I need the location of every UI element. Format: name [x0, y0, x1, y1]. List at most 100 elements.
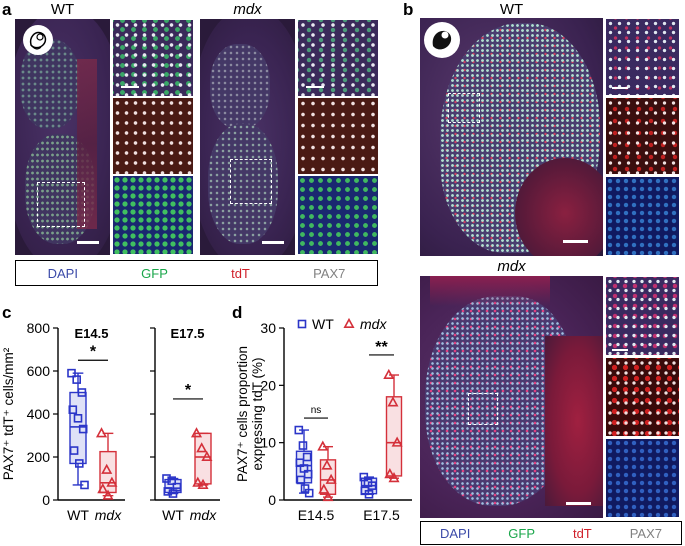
legend-marker-wt: [297, 319, 307, 329]
data-point: [294, 425, 304, 435]
legend-a: DAPI GFP tdT PAX7: [15, 260, 378, 286]
legend-pax7: PAX7: [629, 525, 662, 541]
data-point: [302, 452, 312, 462]
x-tick-label: E14.5: [298, 507, 335, 523]
chart-c: 0 200 400 600 800 PAX7⁺ tdT⁺ cells/mm² E14.5 E1…: [1, 320, 220, 523]
chart-d: 0 10 20 30 PAX7⁺ cells proportion expressing …: [235, 316, 412, 523]
y-tick-label: 200: [27, 449, 51, 465]
roi-box: [468, 393, 498, 425]
panel-b-title-mdx: mdx: [497, 258, 526, 275]
micrograph-b-mdx: [420, 276, 603, 518]
inset-b-mdx-tdt: [605, 357, 680, 437]
box-iqr: [385, 396, 403, 477]
x-tick-label: WT: [162, 507, 184, 523]
inset-a-mdx-tdt: [297, 97, 379, 175]
significance-label: *: [185, 382, 192, 399]
legend-marker-mdx: [343, 317, 355, 328]
box-iqr: [319, 459, 337, 495]
micrograph-a-wt: [15, 19, 110, 255]
y-tick-label: 30: [260, 320, 276, 336]
panel-b-title-wt: WT: [499, 1, 524, 18]
data-point: [106, 476, 118, 487]
legend-pax7: PAX7: [313, 265, 346, 281]
scale-bar: [566, 502, 591, 505]
scale-bar: [262, 241, 284, 244]
data-point: [101, 463, 113, 474]
scale-bar: [563, 240, 588, 243]
data-point: [102, 489, 114, 500]
data-point: [304, 488, 314, 498]
data-point: [303, 469, 313, 479]
data-point: [383, 368, 395, 380]
significance-label: **: [375, 339, 388, 356]
roi-box: [37, 182, 85, 227]
data-point: [322, 490, 334, 502]
data-point: [201, 450, 213, 461]
inset-b-mdx-merge: [605, 276, 680, 356]
data-point: [68, 405, 78, 414]
panel-label-b: b: [403, 0, 414, 19]
y-axis-label: PAX7⁺ tdT⁺ cells/mm²: [1, 347, 16, 480]
data-point: [97, 483, 109, 494]
data-point: [75, 459, 84, 468]
micrograph-b-wt: [420, 18, 603, 256]
y-tick-label: 600: [27, 363, 51, 379]
y-tick-label: 20: [260, 377, 276, 393]
roi-box: [448, 93, 480, 123]
y-tick-label: 0: [42, 492, 50, 508]
data-point: [296, 475, 306, 485]
y-tick-label: 0: [268, 492, 276, 508]
y-tick-label: 800: [27, 320, 51, 336]
mouse-embryo-icon: [424, 22, 460, 58]
legend-b: DAPI GFP tdT PAX7: [420, 521, 682, 545]
x-tick-label: E17.5: [363, 507, 400, 523]
roi-box: [230, 159, 272, 204]
inset-a-wt-tdt: [112, 97, 194, 175]
y-tick-label: 10: [260, 435, 276, 451]
y-axis-label: PAX7⁺ cells proportion: [235, 346, 250, 482]
data-point: [298, 441, 308, 450]
x-tick-label: WT: [67, 507, 89, 523]
legend-tdt: tdT: [231, 265, 250, 281]
panel-label-a: a: [2, 0, 12, 19]
inset-a-wt-merge: [112, 19, 194, 97]
data-point: [73, 414, 83, 423]
legend-label-wt: WT: [312, 316, 334, 332]
legend-tdt: tdT: [572, 525, 592, 541]
panel-a-title-wt: WT: [50, 1, 75, 18]
legend-dapi: DAPI: [47, 265, 78, 281]
data-point: [367, 481, 377, 490]
data-point: [162, 474, 171, 483]
data-point: [387, 396, 399, 407]
legend-gfp: GFP: [508, 525, 535, 541]
data-point: [384, 468, 396, 479]
data-point: [197, 478, 209, 489]
inset-b-wt-tdt: [605, 97, 680, 175]
data-point: [167, 476, 176, 485]
panel-label-d: d: [232, 303, 243, 322]
inset-b-mdx-gfp-dapi: [605, 438, 680, 518]
data-point: [163, 487, 173, 496]
data-point: [78, 424, 88, 434]
x-tick-label: mdx: [190, 507, 217, 523]
x-tick-label: mdx: [95, 507, 122, 523]
data-point: [67, 368, 76, 378]
y-tick-label: 400: [27, 406, 51, 422]
data-point: [321, 459, 333, 470]
data-point: [192, 476, 204, 487]
inset-b-wt-gfp-dapi: [605, 176, 680, 256]
data-point: [77, 388, 87, 397]
data-point: [196, 442, 208, 453]
data-point: [388, 472, 400, 483]
data-point: [364, 489, 374, 499]
data-point: [168, 489, 178, 498]
significance-label: *: [90, 343, 97, 360]
data-point: [391, 436, 403, 447]
significance-label: ns: [311, 405, 322, 416]
chart-title: E17.5: [171, 326, 205, 341]
micrograph-a-mdx: [200, 19, 295, 255]
data-point: [325, 473, 337, 484]
mouse-embryo-icon: [23, 25, 53, 55]
legend-dapi: DAPI: [439, 525, 471, 541]
inset-a-mdx-merge: [297, 19, 379, 97]
